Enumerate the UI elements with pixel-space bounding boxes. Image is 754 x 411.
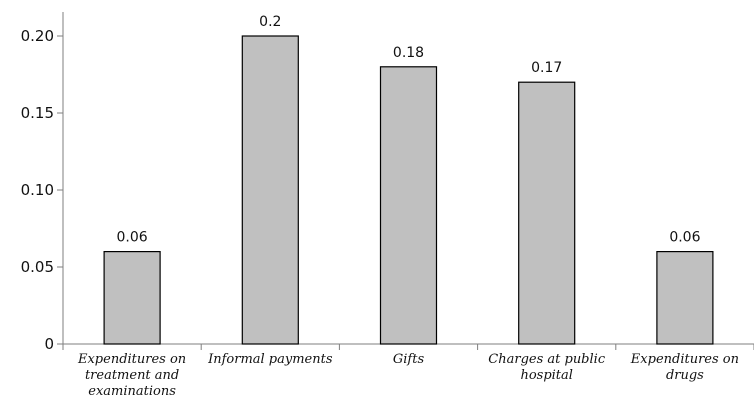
x-tick-label: Expenditures on treatment and examinations — [77, 352, 186, 399]
x-tick-label-line: Charges at public — [488, 352, 606, 367]
bar — [103, 251, 161, 345]
data-label: 0.2 — [259, 14, 281, 30]
y-tick-label: 0.10 — [21, 181, 54, 199]
bar — [241, 35, 299, 345]
x-tick-label-line: Expenditures on — [630, 352, 739, 367]
data-label: 0.17 — [531, 60, 562, 76]
x-tick-label-line: Informal payments — [207, 352, 333, 367]
y-tick-label: 0 — [44, 335, 54, 353]
y-tick-label: 0.15 — [21, 104, 54, 122]
bar — [518, 81, 576, 345]
bar — [379, 66, 438, 345]
x-tick-label-line: drugs — [666, 368, 704, 383]
x-tick-label-line: examinations — [88, 384, 176, 399]
x-tick-label: Expenditures on drugs — [630, 352, 739, 383]
x-tick-label-line: hospital — [520, 368, 572, 383]
bar — [656, 251, 714, 345]
x-tick-label-line: Gifts — [393, 352, 425, 367]
data-label: 0.06 — [669, 230, 700, 246]
x-tick-label-line: Expenditures on — [77, 352, 186, 367]
axes: 0 0.05 0.10 0.15 0.20 — [21, 12, 754, 353]
data-label: 0.18 — [393, 45, 424, 61]
y-tick-label: 0.05 — [21, 258, 54, 276]
x-tick-label: Informal payments — [207, 352, 333, 367]
x-tick-label: Charges at public hospital — [488, 352, 606, 383]
bars — [103, 35, 714, 345]
x-tick-label: Gifts — [393, 352, 425, 367]
x-tick-label-line: treatment and — [85, 368, 179, 383]
data-label: 0.06 — [117, 230, 148, 246]
y-tick-label: 0.20 — [21, 27, 54, 45]
